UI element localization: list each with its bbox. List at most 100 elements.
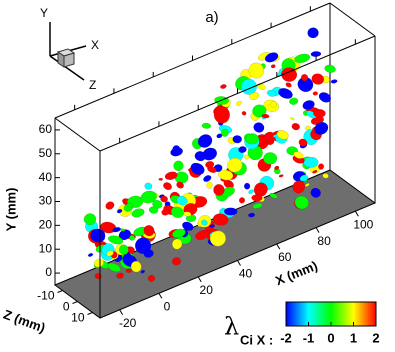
vortex-blob [213, 106, 230, 124]
vortex-blob [276, 130, 289, 140]
vortex-blob [130, 260, 142, 273]
vortex-blob [307, 27, 319, 39]
x-tick-label: 20 [200, 283, 214, 297]
vortex-blob [172, 145, 181, 154]
vortex-blob [285, 82, 292, 88]
vortex-blob [176, 181, 184, 189]
vortex-blob [158, 177, 163, 181]
x-tick-label: 80 [317, 234, 331, 248]
colorbar-subscript: Ci X : [240, 332, 273, 347]
z-tick-label: -10 [37, 289, 55, 303]
vortex-blob [182, 221, 194, 231]
vortex-blob [144, 182, 153, 190]
colorbar-tick-label: 0 [327, 330, 334, 345]
vortex-blob [330, 79, 338, 84]
x-tick [315, 227, 320, 233]
y-tick-label: 0 [45, 265, 52, 279]
vortex-blob [227, 157, 243, 173]
vortex-blob [213, 184, 225, 196]
vortex-blob [252, 104, 267, 118]
vortex-blob [263, 152, 278, 165]
vortex-blob [278, 174, 284, 178]
vortex-blob [107, 235, 124, 245]
y-tick-label: 10 [39, 241, 53, 255]
x-tick-label: -20 [119, 316, 137, 330]
vortex-blob [314, 121, 329, 135]
vortex-blob [190, 162, 205, 175]
vortex-blob [206, 181, 213, 189]
vortex-blob [281, 67, 298, 82]
x-tick-label: 60 [278, 250, 292, 264]
vortex-blob [223, 207, 238, 216]
y-tick-label: 60 [39, 122, 53, 136]
x-tick-label: 100 [353, 217, 373, 231]
vortex-blob [160, 195, 168, 203]
x-tick [237, 260, 241, 266]
vortex-blob [243, 182, 251, 190]
x-tick [158, 293, 163, 299]
vortex-blob [264, 52, 279, 63]
vortex-blob [209, 230, 227, 247]
vortex-blob [252, 202, 263, 209]
triad: Y X Z [40, 6, 99, 92]
colorbar-tick-label: 1 [350, 330, 357, 345]
vortex-blob [201, 122, 212, 129]
vortex-blob [97, 233, 106, 242]
vortex-blob [303, 156, 319, 168]
vortex-blob [223, 179, 234, 189]
vortex-blob [253, 122, 265, 133]
vortex-blob [293, 125, 300, 129]
z-tick [87, 312, 93, 315]
z-tick [72, 301, 78, 304]
y-axis-title: Y (mm) [3, 188, 18, 232]
vortex-blob [105, 201, 115, 210]
x-tick [354, 210, 359, 217]
x-tick [276, 243, 281, 250]
vortex-blob [140, 270, 145, 274]
y-tick-label: 20 [39, 218, 53, 232]
z-axis-title: Z (mm) [1, 307, 47, 336]
vortex-blob [83, 213, 97, 226]
vortex-blob [297, 76, 314, 93]
vortex-blob [300, 73, 309, 82]
vortex-blob [270, 64, 276, 69]
colorbar-tick-label: 2 [372, 330, 379, 345]
vortex-blob [143, 225, 155, 237]
vortex-blob [131, 208, 145, 218]
vortex-blob [218, 169, 234, 181]
vortex-blob [176, 195, 188, 206]
vortex-blob [221, 186, 235, 198]
vortex-blob [116, 272, 124, 279]
vortex-blob [172, 228, 186, 238]
vortex-blob [318, 92, 332, 103]
x-tick [197, 276, 202, 283]
vortex-blob [170, 206, 184, 218]
vortex-blob [310, 187, 321, 198]
vortex-blob [171, 238, 183, 250]
vortex-blob [107, 262, 121, 273]
vortex-blob [195, 229, 210, 240]
vortex-blob [209, 224, 215, 228]
z-tick-label: 10 [71, 311, 85, 325]
vortex-blob [147, 274, 155, 282]
vortex-blob [249, 92, 260, 101]
vortex-blob [292, 180, 305, 194]
vortex-blob [298, 138, 308, 147]
vortex-blob [172, 257, 181, 266]
vortex-blob [299, 174, 309, 182]
vortex-blob [87, 253, 94, 257]
vortex-blob [207, 166, 217, 173]
vortex-blob [251, 194, 263, 202]
vortex-blob [248, 212, 255, 218]
vortex-blob [120, 228, 126, 232]
y-tick-label: 50 [39, 146, 53, 160]
vortex-blob [118, 244, 129, 255]
vortex-blob [220, 84, 227, 89]
vortex-blob [294, 195, 309, 210]
vortex-blob [294, 53, 311, 64]
box-edge [329, 2, 376, 37]
vortex-blob [304, 125, 311, 130]
vortex-blob [238, 146, 247, 154]
vortex-blob [244, 154, 250, 160]
vortex-blob [312, 170, 318, 174]
